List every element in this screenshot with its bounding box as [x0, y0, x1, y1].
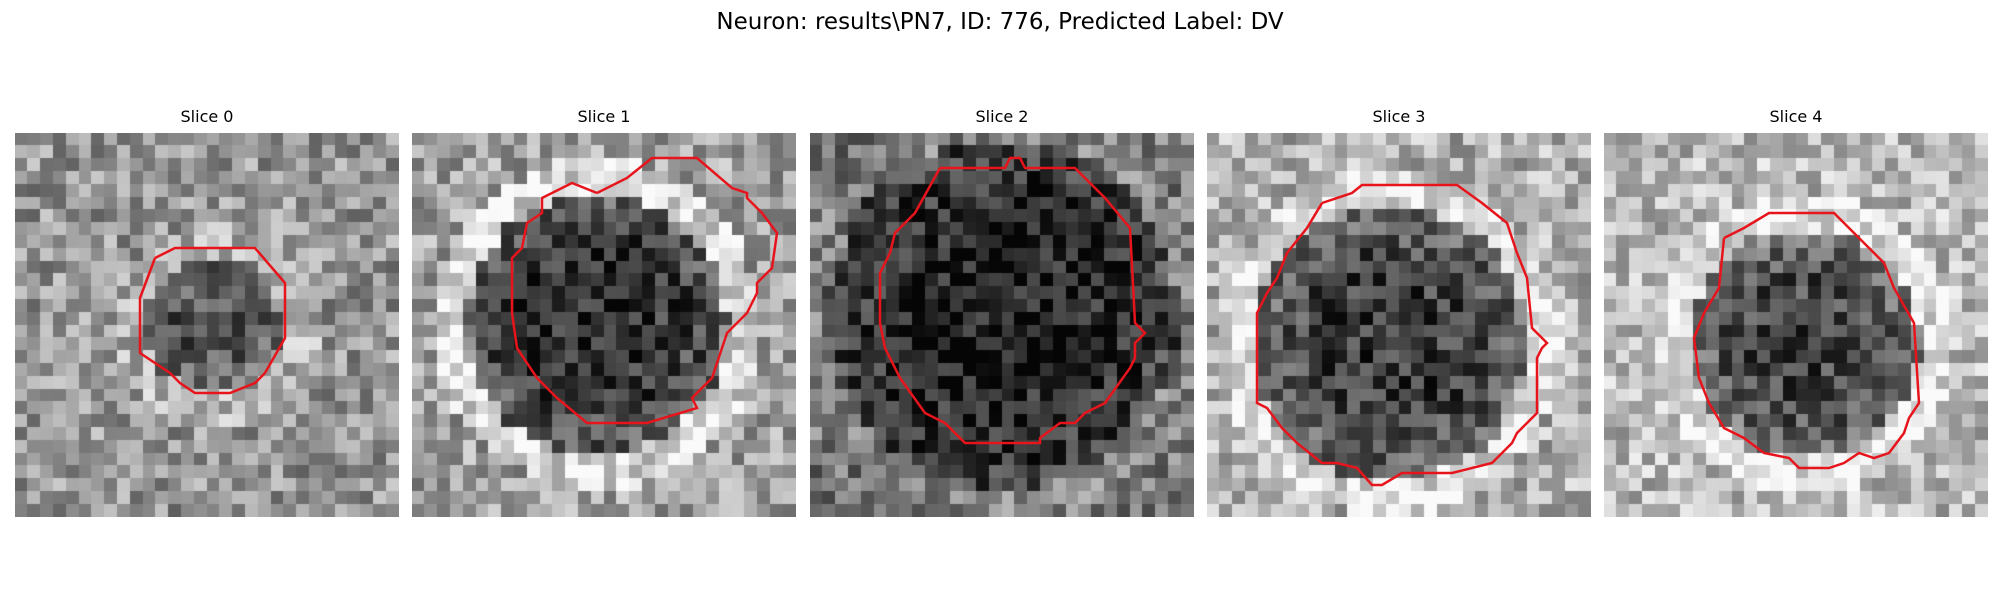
roi-contour	[1255, 183, 1549, 487]
slice-title: Slice 1	[577, 107, 631, 126]
slice-image	[1604, 133, 1988, 517]
figure-title: Neuron: results\PN7, ID: 776, Predicted …	[716, 9, 1284, 35]
slice-image	[810, 133, 1194, 517]
slice-image	[1207, 133, 1591, 517]
slice-image	[15, 133, 399, 517]
slice-panel-3: Slice 3	[1207, 107, 1591, 517]
slice-title: Slice 2	[975, 107, 1029, 126]
slice-image	[412, 133, 796, 517]
roi-contour	[138, 246, 287, 395]
slice-panel-0: Slice 0	[15, 107, 399, 517]
slice-title: Slice 3	[1372, 107, 1426, 126]
slice-panel-2: Slice 2	[810, 107, 1194, 517]
slice-panel-4: Slice 4	[1604, 107, 1988, 517]
slice-title: Slice 0	[180, 107, 234, 126]
slice-panel-1: Slice 1	[412, 107, 796, 517]
roi-contour	[1692, 211, 1921, 470]
roi-contour	[878, 156, 1147, 445]
roi-contour	[510, 156, 779, 425]
slice-title: Slice 4	[1769, 107, 1823, 126]
